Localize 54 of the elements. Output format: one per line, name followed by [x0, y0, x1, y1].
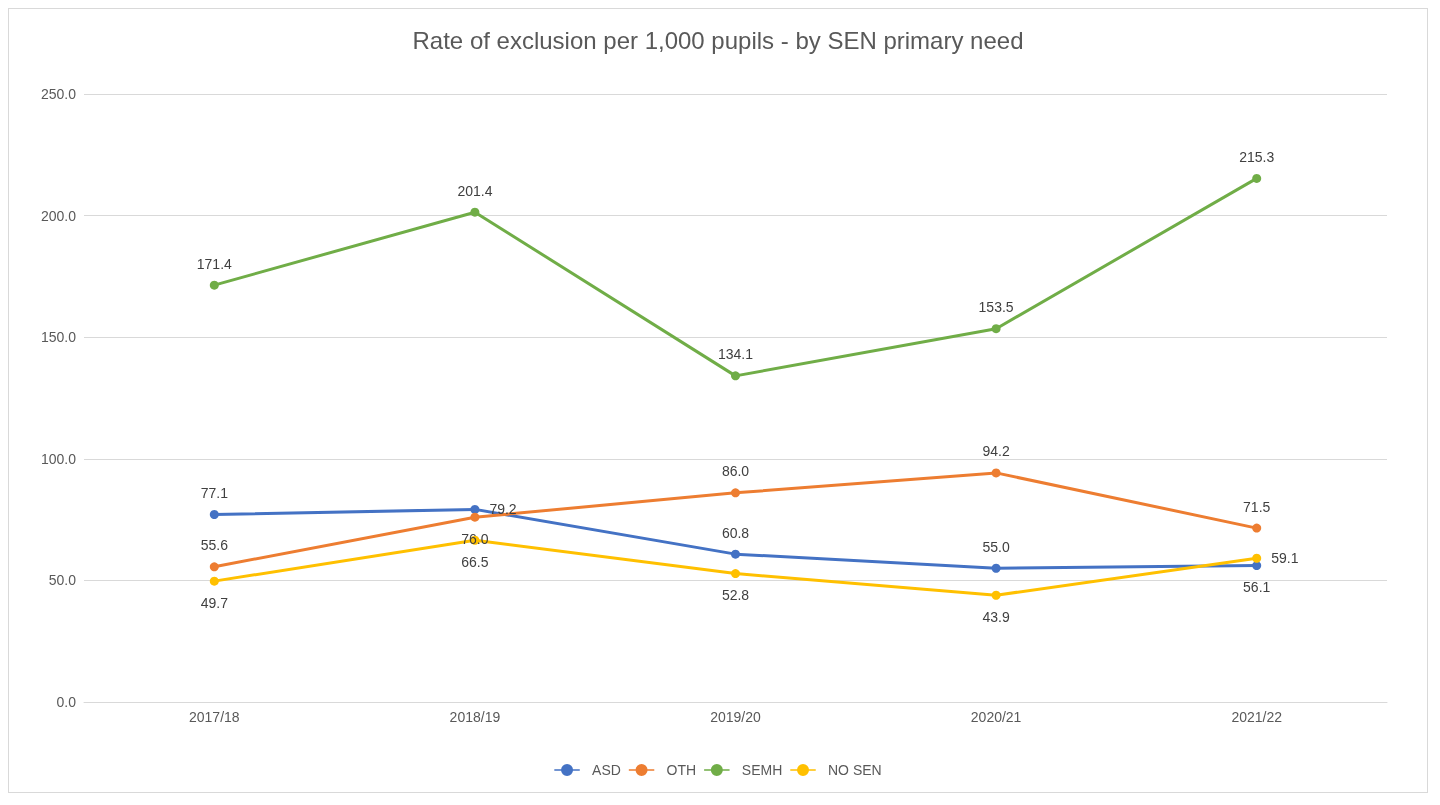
chart-title: Rate of exclusion per 1,000 pupils - by SEN primary need [412, 26, 1024, 54]
data-label: 77.1 [200, 484, 229, 501]
point [991, 590, 1001, 600]
point [991, 468, 1001, 478]
point [209, 509, 219, 519]
data-label: 55.0 [982, 538, 1010, 555]
y-tick-label: 50.0 [48, 572, 77, 589]
data-label: 201.4 [457, 182, 493, 199]
y-tick-label: 0.0 [56, 694, 77, 710]
data-label: 52.8 [721, 587, 750, 604]
legend-label: SEMH [741, 762, 783, 778]
point [470, 512, 480, 522]
point [209, 576, 219, 586]
data-label: 134.1 [717, 346, 754, 363]
data-label: 94.2 [982, 443, 1010, 460]
point [470, 207, 480, 217]
x-tick-label: 2021/22 [1231, 709, 1283, 725]
point [731, 549, 740, 559]
point [209, 280, 219, 290]
point [209, 562, 219, 572]
y-tick-label: 250.0 [40, 86, 77, 102]
x-tick-label: 2020/21 [970, 709, 1022, 725]
data-label: 60.8 [721, 524, 750, 541]
data-label: 86.0 [721, 463, 750, 480]
y-tick-label: 200.0 [40, 207, 77, 224]
x-tick-label: 2018/19 [449, 709, 501, 725]
legend-label: OTH [666, 762, 697, 778]
point [731, 569, 740, 579]
point [731, 371, 740, 381]
point [470, 504, 480, 514]
point [991, 324, 1001, 334]
legend-label: ASD [592, 762, 621, 778]
point [1252, 173, 1262, 183]
data-label: 76.0 [461, 530, 489, 547]
data-label: 43.9 [982, 608, 1010, 625]
data-label: 49.7 [200, 594, 229, 611]
data-label: 71.5 [1243, 498, 1271, 515]
x-tick-label: 2017/18 [189, 709, 240, 725]
point [991, 563, 1001, 573]
data-label: 56.1 [1243, 579, 1271, 596]
data-label: 55.6 [200, 537, 229, 554]
point [1252, 523, 1262, 533]
data-label: 215.3 [1239, 148, 1275, 165]
data-label: 59.1 [1271, 550, 1299, 567]
y-tick-label: 150.0 [40, 329, 77, 346]
data-label: 66.5 [461, 553, 489, 570]
data-label: 153.5 [978, 299, 1014, 316]
legend-label: NO SEN [828, 762, 882, 778]
point [1252, 553, 1262, 563]
point [731, 488, 740, 498]
data-label: 171.4 [196, 255, 233, 272]
y-tick-label: 100.0 [40, 450, 77, 467]
x-tick-label: 2019/20 [710, 709, 762, 725]
point [1252, 561, 1262, 571]
